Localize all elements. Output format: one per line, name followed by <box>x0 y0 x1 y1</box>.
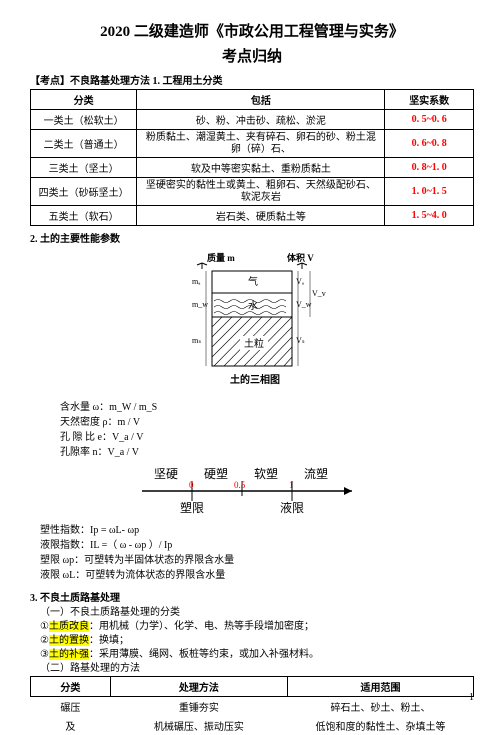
section2-label: 2. 土的主要性能参数 <box>30 230 474 245</box>
cell: 软及中等密实黏土、重粉质黏土 <box>137 158 385 178</box>
sub3-intro: （一）不良土质路基处理的分类 <box>40 606 474 620</box>
svg-text:Vₐ: Vₐ <box>296 277 305 286</box>
item-rest: ：用机械（力学）、化学、电、热等手段增加密度； <box>89 621 314 632</box>
formulas-block-1: 含水量 ω：m_W / m_S 天然密度 ρ：m / V 孔 隙 比 e：V_a… <box>60 400 474 460</box>
page-title: 2020 二级建造师《市政公用工程管理与实务》 <box>30 20 474 41</box>
th-coeff: 坚实系数 <box>385 90 474 110</box>
cell: 0. 6~0. 8 <box>385 130 474 158</box>
cell: 机械碾压、振动压实 <box>110 716 287 735</box>
item-rest: ：换填； <box>89 635 129 646</box>
axis-value: 1 <box>289 480 294 490</box>
formula: 液限 ωL：可塑转为流体状态的界限含水量 <box>40 568 474 583</box>
cell: 粉质黏土、潮湿黄土、夹有碎石、卵石的砂、粉土混卵（碎）石、 <box>137 130 385 158</box>
svg-text:V_w: V_w <box>296 300 312 309</box>
page-number: 1 <box>469 692 474 703</box>
circled-number: ① <box>40 620 49 634</box>
formula: 液限指数：IL =（ ω - ωp ）/ Ip <box>40 538 474 553</box>
state-label: 流塑 <box>304 466 328 481</box>
soil-table: 分类 包括 坚实系数 一类土（松软土） 砂、粉、冲击砂、疏松、淤泥 0. 5~0… <box>30 89 474 226</box>
cell: 0. 5~0. 6 <box>385 110 474 130</box>
coeff-value: 0. 6~0. 8 <box>412 138 447 149</box>
limit-label: 液限 <box>280 500 304 515</box>
th-category: 分类 <box>31 90 137 110</box>
cell: 砂、粉、冲击砂、疏松、淤泥 <box>137 110 385 130</box>
page-subtitle: 考点归纳 <box>30 45 474 66</box>
table-row: 及 机械碾压、振动压实 低饱和度的黏性土、杂填土等 <box>31 716 474 735</box>
cell: 三类土（坚土） <box>31 158 137 178</box>
table-row: 五类土（软石） 岩石类、硬质黏土等 1. 5~4. 0 <box>31 206 474 226</box>
svg-text:V_v: V_v <box>312 289 326 298</box>
soil-phase-diagram-container: 质量 m 体积 V 气 水 <box>30 251 474 394</box>
coeff-value: 1. 0~1. 5 <box>412 186 447 197</box>
coeff-value: 0. 5~0. 6 <box>412 114 447 125</box>
formula: 塑性指数：Ip = ωL- ωp <box>40 523 474 538</box>
axis-value: 0.5 <box>234 480 246 490</box>
state-label: 硬塑 <box>204 466 228 481</box>
mass-label: 质量 m <box>207 252 235 263</box>
table-row: 四类土（砂砾坚土） 坚硬密实的黏性土或黄土、粗卵石、天然级配砂石、软泥灰岩 1.… <box>31 178 474 206</box>
formula: 孔隙率 n：V_a / V <box>60 445 474 460</box>
cell: 0. 8~1. 0 <box>385 158 474 178</box>
cell: 及 <box>31 716 111 735</box>
list-item: ③土的补强：采用薄膜、绳网、板桩等约束，或加入补强材料。 <box>40 648 474 662</box>
table-row: 一类土（松软土） 砂、粉、冲击砂、疏松、淤泥 0. 5~0. 6 <box>31 110 474 130</box>
highlighted-text: 土的置换 <box>49 635 89 646</box>
cell: 五类土（软石） <box>31 206 137 226</box>
circled-number: ② <box>40 634 49 648</box>
table-header-row: 分类 包括 坚实系数 <box>31 90 474 110</box>
cell: 1. 5~4. 0 <box>385 206 474 226</box>
cell: 坚硬密实的黏性土或黄土、粗卵石、天然级配砂石、软泥灰岩 <box>137 178 385 206</box>
formula: 塑限 ωp：可塑转为半固体状态的界限含水量 <box>40 553 474 568</box>
coeff-value: 1. 5~4. 0 <box>412 210 447 221</box>
state-label: 坚硬 <box>154 467 178 481</box>
section3-label: 3. 不良土质路基处理 <box>30 589 474 604</box>
cell: 低饱和度的黏性土、杂填土等 <box>287 716 473 735</box>
highlighted-text: 土的补强 <box>49 649 89 660</box>
list-item: ①土质改良：用机械（力学）、化学、电、热等手段增加密度； <box>40 620 474 634</box>
table-row: 三类土（坚土） 软及中等密实黏土、重粉质黏土 0. 8~1. 0 <box>31 158 474 178</box>
th-includes: 包括 <box>137 90 385 110</box>
svg-text:mₛ: mₛ <box>192 336 201 345</box>
th-method: 处理方法 <box>110 677 287 697</box>
diagram-caption: 土的三相图 <box>230 373 280 386</box>
cell: 四类土（砂砾坚土） <box>31 178 137 206</box>
item-rest: ：采用薄膜、绳网、板桩等约束，或加入补强材料。 <box>89 649 319 660</box>
state-label: 软塑 <box>254 466 278 481</box>
table-row: 二类土（普通土） 粉质黏土、潮湿黄土、夹有碎石、卵石的砂、粉土混卵（碎）石、 0… <box>31 130 474 158</box>
methods-table: 分类 处理方法 适用范围 碾压 重锤夯实 碎石土、砂土、粉土、 及 机械碾压、振… <box>30 676 474 735</box>
list-item: ②土的置换：换填； <box>40 634 474 648</box>
coeff-value: 0. 8~1. 0 <box>412 162 447 173</box>
cell: 一类土（松软土） <box>31 110 137 130</box>
water-label: 水 <box>248 300 258 312</box>
soil-phase-diagram: 质量 m 体积 V 气 水 <box>162 251 342 391</box>
highlighted-text: 土质改良 <box>49 621 89 632</box>
plastic-state-diagram: 坚硬 硬塑 软塑 流塑 0 0.5 1 塑限 液限 <box>30 466 474 519</box>
th-category: 分类 <box>31 677 111 697</box>
cell: 碎石土、砂土、粉土、 <box>287 697 473 717</box>
svg-text:mₐ: mₐ <box>192 277 201 286</box>
air-label: 气 <box>248 275 258 288</box>
section1-label: 【考点】不良路基处理方法 1. 工程用土分类 <box>30 72 474 87</box>
axis-value: 0 <box>189 480 194 490</box>
cell: 1. 0~1. 5 <box>385 178 474 206</box>
formula: 天然密度 ρ：m / V <box>60 415 474 430</box>
volume-label: 体积 V <box>287 252 314 263</box>
soil-label: 土粒 <box>244 337 264 350</box>
table-row: 碾压 重锤夯实 碎石土、砂土、粉土、 <box>31 697 474 717</box>
svg-text:Vₛ: Vₛ <box>296 336 305 345</box>
formula: 孔 隙 比 e：V_a / V <box>60 430 474 445</box>
table-header-row: 分类 处理方法 适用范围 <box>31 677 474 697</box>
formula: 含水量 ω：m_W / m_S <box>60 400 474 415</box>
cell: 岩石类、硬质黏土等 <box>137 206 385 226</box>
formulas-block-2: 塑性指数：Ip = ωL- ωp 液限指数：IL =（ ω - ωp ）/ Ip… <box>40 523 474 583</box>
cell: 二类土（普通土） <box>31 130 137 158</box>
circled-number: ③ <box>40 648 49 662</box>
cell: 重锤夯实 <box>110 697 287 717</box>
th-scope: 适用范围 <box>287 677 473 697</box>
cell: 碾压 <box>31 697 111 717</box>
sub3-line4: （二）路基处理的方法 <box>40 662 474 676</box>
limit-label: 塑限 <box>180 500 204 515</box>
